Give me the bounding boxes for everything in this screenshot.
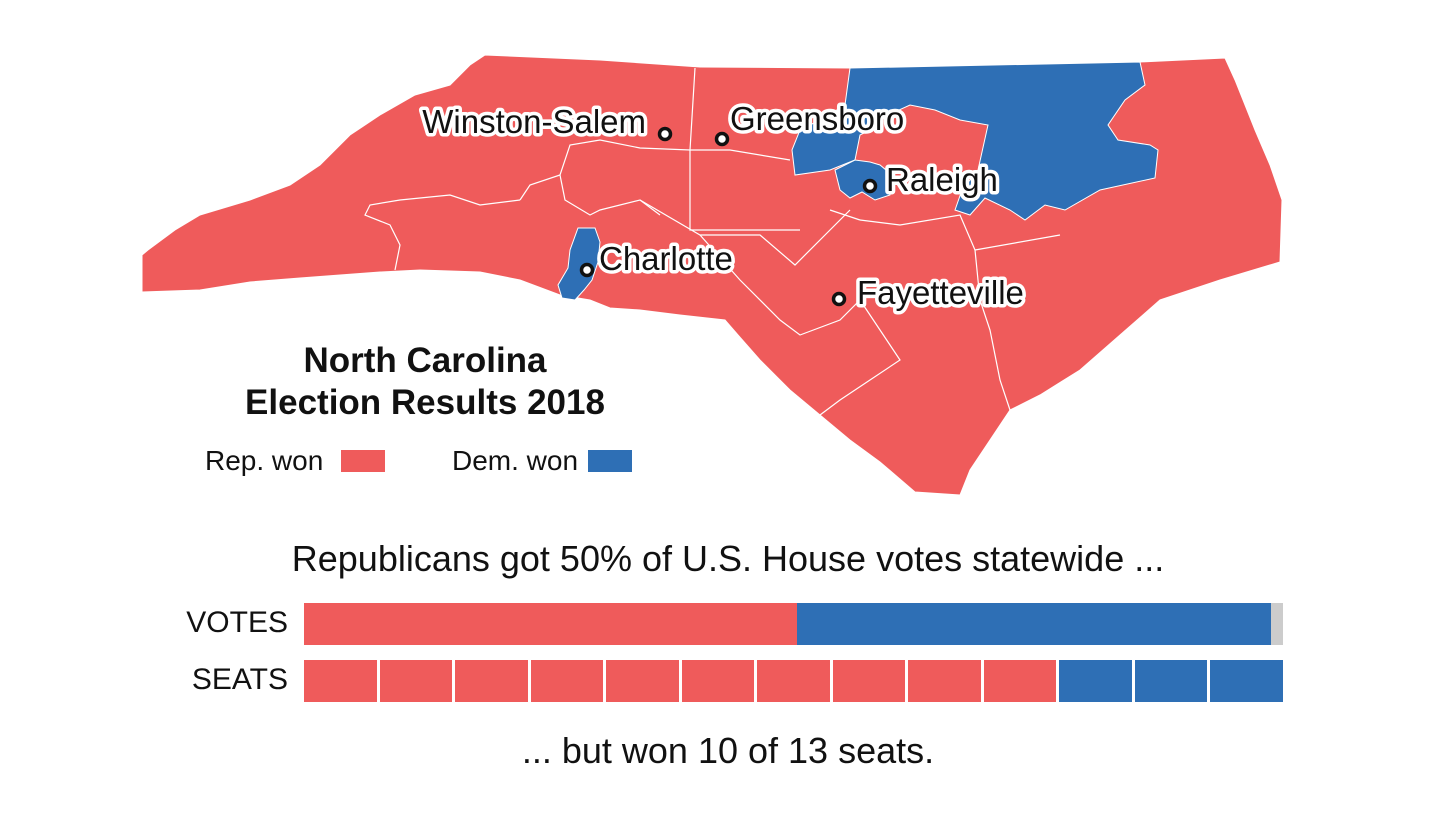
seat-block-rep	[681, 660, 755, 702]
bar-label-votes: VOTES	[186, 606, 288, 639]
legend-rep-swatch	[341, 450, 386, 472]
seat-block-rep	[832, 660, 906, 702]
city-marker-winston-salem	[657, 126, 673, 142]
seat-block-rep	[983, 660, 1057, 702]
city-label-raleigh: Raleigh	[886, 161, 998, 198]
seat-block-dem	[1059, 660, 1132, 702]
seat-block-rep	[606, 660, 679, 702]
seat-block-dem	[1134, 660, 1208, 702]
votes-bar-rep-segment	[304, 603, 798, 645]
city-marker-fayetteville	[831, 291, 847, 307]
votes-bar-dem-segment	[797, 603, 1272, 645]
map-title-line-2: Election Results 2018	[245, 383, 605, 422]
district-dem-charlotte	[557, 227, 601, 301]
city-marker-greensboro	[714, 131, 730, 147]
city-marker-charlotte	[579, 262, 595, 278]
caption-top: Republicans got 50% of U.S. House votes …	[291, 538, 1165, 579]
seat-block-rep	[908, 660, 981, 702]
seat-block-dem	[1210, 660, 1283, 702]
seat-block-rep	[530, 660, 604, 702]
legend-dem-swatch	[588, 450, 633, 472]
district-dem-raleigh	[834, 159, 893, 201]
north-carolina-district-map: Winston-Salem Greensboro Raleigh Charlot…	[141, 54, 1283, 496]
map-title-line-1: North Carolina	[303, 341, 547, 380]
legend-rep: Rep. won	[205, 445, 386, 477]
district-boundaries	[364, 67, 1061, 416]
legend-dem-label: Dem. won	[452, 445, 579, 476]
map-title: North Carolina Election Results 2018	[200, 340, 650, 424]
seat-block-rep	[379, 660, 453, 702]
seat-block-rep	[304, 660, 377, 702]
legend-rep-label: Rep. won	[205, 445, 324, 476]
city-label-greensboro: Greensboro	[730, 100, 904, 137]
district-dem-northeast	[791, 61, 1159, 221]
city-label-charlotte: Charlotte	[599, 240, 733, 277]
city-markers	[579, 126, 878, 307]
city-label-fayetteville: Fayetteville	[857, 274, 1024, 311]
votes-bar	[304, 603, 1283, 645]
seats-bar	[304, 660, 1283, 702]
city-label-winston-salem: Winston-Salem	[422, 103, 646, 140]
city-marker-raleigh	[862, 178, 878, 194]
bar-label-seats: SEATS	[191, 663, 288, 696]
votes-bar-other-segment	[1271, 603, 1283, 645]
caption-bottom: ... but won 10 of 13 seats.	[521, 730, 935, 771]
seat-block-rep	[455, 660, 528, 702]
seat-block-rep	[757, 660, 830, 702]
legend-dem: Dem. won	[452, 445, 633, 477]
